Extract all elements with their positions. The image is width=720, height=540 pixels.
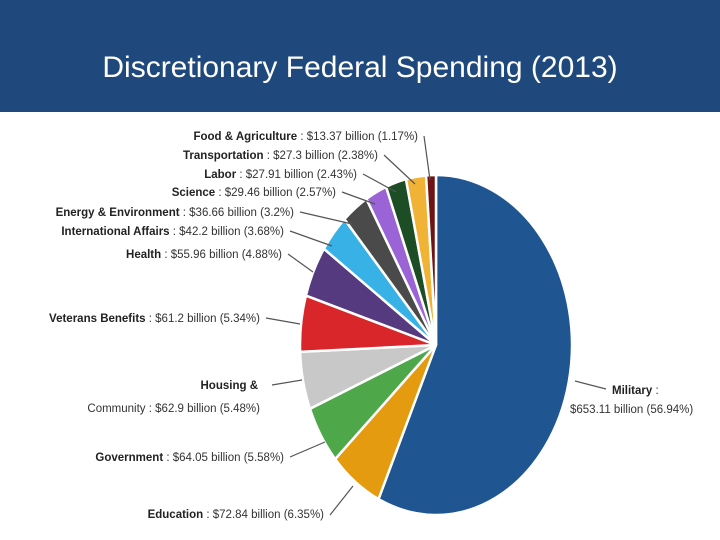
page-title: Discretionary Federal Spending (2013) (102, 51, 618, 84)
label-transportation: Transportation : $27.3 billion (2.38%) (183, 150, 378, 162)
leader-line-veterans-benefits (265, 317, 301, 325)
label-international-affairs: International Affairs : $42.2 billion (3… (61, 226, 284, 238)
leader-line-international-affairs (289, 230, 333, 247)
label-food-and-agriculture: Food & Agriculture : $13.37 billion (1.1… (193, 131, 418, 143)
leader-line-science (341, 191, 376, 205)
title-bar: Discretionary Federal Spending (2013) (0, 0, 720, 112)
label-veterans-benefits: Veterans Benefits : $61.2 billion (5.34%… (49, 313, 260, 325)
leader-line-government (289, 441, 326, 458)
leader-line-education (329, 485, 354, 516)
leader-line-energy-and-environment (299, 211, 353, 225)
label-labor: Labor : $27.91 billion (2.43%) (204, 169, 357, 181)
pie-slice-food-and-agriculture (424, 173, 438, 346)
leader-line-housing-and-community (271, 379, 303, 386)
pie-chart: Military : $653.11 billion (56.94%) Educat… (49, 131, 693, 521)
leader-line-transportation (383, 154, 416, 185)
label-energy-and-environment: Energy & Environment : $36.66 billion (3… (56, 207, 295, 219)
label-education: Education : $72.84 billion (6.35%) (148, 509, 325, 521)
leader-line-food-and-agriculture (423, 135, 431, 181)
leader-line-labor (362, 173, 397, 193)
label-government: Government : $64.05 billion (5.58%) (95, 452, 284, 464)
label-military: Military : (612, 385, 659, 397)
label-value-military: $653.11 billion (56.94%) (570, 404, 693, 416)
label-health: Health : $55.96 billion (4.88%) (126, 249, 282, 261)
pie-slice-military (377, 173, 574, 517)
label-housing-and-community: Housing & (201, 380, 259, 392)
leader-line-military (574, 380, 607, 390)
leader-line-health (287, 253, 314, 273)
label-science: Science : $29.46 billion (2.57%) (172, 187, 336, 199)
label-value-housing-and-community: Community : $62.9 billion (5.48%) (87, 403, 260, 415)
